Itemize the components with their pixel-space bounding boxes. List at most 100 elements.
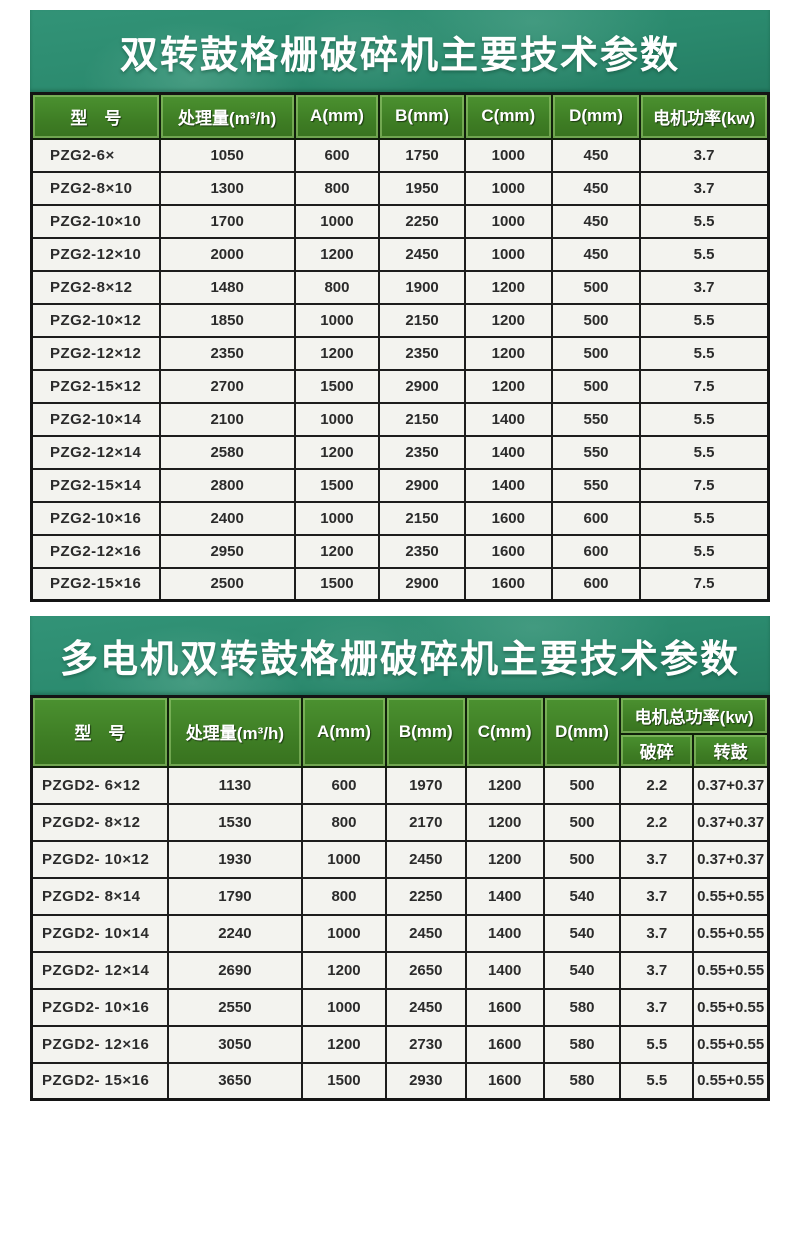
table-row: PZG2-15×14 2800 1500 2900 1400 550 7.5 [30,467,770,503]
c-cell: 1000 [463,236,553,272]
a-cell: 1200 [293,335,381,371]
table-row: PZGD2- 12×14 2690 1200 2650 1400 540 3.7… [30,950,770,990]
d-cell: 450 [550,236,642,272]
a-cell: 1000 [293,500,381,536]
c-cell: 1400 [464,950,545,990]
c-cell: 1200 [463,269,553,305]
table-row: PZGD2- 8×14 1790 800 2250 1400 540 3.7 0… [30,876,770,916]
c-cell: 1600 [464,987,545,1027]
b-cell: 2900 [378,368,466,404]
capacity-cell: 1790 [166,876,303,916]
power-cell: 5.5 [639,500,770,536]
capacity-cell: 2000 [158,236,296,272]
header-cell-c: C(mm) [464,695,545,768]
capacity-cell: 2700 [158,368,296,404]
power-cell: 5.5 [639,203,770,239]
drum-power-cell: 0.37+0.37 [692,765,770,805]
table-row: PZGD2- 8×12 1530 800 2170 1200 500 2.2 0… [30,802,770,842]
model-cell: PZGD2- 15×16 [30,1061,169,1101]
a-cell: 800 [300,802,387,842]
c-cell: 1200 [464,765,545,805]
b-cell: 2450 [384,839,467,879]
d-cell: 500 [542,802,622,842]
model-cell: PZGD2- 6×12 [30,765,169,805]
crush-power-cell: 3.7 [619,987,695,1027]
table-row: PZG2-8×10 1300 800 1950 1000 450 3.7 [30,170,770,206]
c-cell: 1600 [463,566,553,602]
capacity-cell: 2500 [158,566,296,602]
c-cell: 1400 [464,876,545,916]
model-cell: PZG2-10×16 [30,500,161,536]
a-cell: 1200 [293,533,381,569]
header-cell-model: 型 号 [30,92,161,140]
model-cell: PZGD2- 10×14 [30,913,169,953]
a-cell: 1500 [300,1061,387,1101]
a-cell: 800 [300,876,387,916]
a-cell: 1000 [293,302,381,338]
d-cell: 450 [550,170,642,206]
c-cell: 1600 [463,533,553,569]
table2-header-row-2: 破碎 转鼓 [32,732,770,768]
spec-table-pzg2: 型 号 处理量(m³/h) A(mm) B(mm) C(mm) D(mm) 电机… [30,92,770,602]
model-cell: PZGD2- 12×14 [30,950,169,990]
capacity-cell: 2350 [158,335,296,371]
b-cell: 2150 [378,500,466,536]
model-cell: PZG2-6× [30,137,161,173]
header-cell-a: A(mm) [300,695,387,768]
capacity-cell: 1530 [166,802,303,842]
d-cell: 500 [542,765,622,805]
model-cell: PZGD2- 10×12 [30,839,169,879]
a-cell: 1000 [300,839,387,879]
capacity-cell: 1930 [166,839,303,879]
b-cell: 2350 [378,335,466,371]
table-row: PZGD2- 15×16 3650 1500 2930 1600 580 5.5… [30,1061,770,1101]
b-cell: 2170 [384,802,467,842]
power-cell: 5.5 [639,434,770,470]
b-cell: 2350 [378,434,466,470]
b-cell: 2450 [384,987,467,1027]
table-row: PZG2-10×16 2400 1000 2150 1600 600 5.5 [30,500,770,536]
model-cell: PZG2-10×12 [30,302,161,338]
d-cell: 540 [542,876,622,916]
model-cell: PZGD2- 8×14 [30,876,169,916]
a-cell: 1500 [293,467,381,503]
power-cell: 7.5 [639,467,770,503]
a-cell: 1200 [300,950,387,990]
capacity-cell: 2100 [158,401,296,437]
power-cell: 5.5 [639,335,770,371]
table-row: PZGD2- 10×14 2240 1000 2450 1400 540 3.7… [30,913,770,953]
power-cell: 5.5 [639,401,770,437]
c-cell: 1400 [463,401,553,437]
power-cell: 7.5 [639,368,770,404]
a-cell: 1000 [300,913,387,953]
a-cell: 1500 [293,566,381,602]
header-cell-power: 电机功率(kw) [639,92,770,140]
header-cell-total-power: 电机总功率(kw) [619,695,770,735]
header-cell-capacity: 处理量(m³/h) [158,92,296,140]
crush-power-cell: 2.2 [619,765,695,805]
a-cell: 1500 [293,368,381,404]
a-cell: 1000 [293,401,381,437]
capacity-cell: 2400 [158,500,296,536]
model-cell: PZG2-8×12 [30,269,161,305]
power-cell: 5.5 [639,533,770,569]
table-row: PZGD2- 6×12 1130 600 1970 1200 500 2.2 0… [30,765,770,805]
table2-header-row-1: 型 号 处理量(m³/h) A(mm) B(mm) C(mm) D(mm) 电机… [30,695,770,768]
d-cell: 550 [550,467,642,503]
model-cell: PZG2-15×12 [30,368,161,404]
table1-title: 双转鼓格栅破碎机主要技术参数 [119,34,680,77]
a-cell: 800 [293,269,381,305]
header-cell-b: B(mm) [384,695,467,768]
capacity-cell: 3650 [166,1061,303,1101]
capacity-cell: 1300 [158,170,296,206]
table-row: PZG2-10×12 1850 1000 2150 1200 500 5.5 [30,302,770,338]
c-cell: 1600 [464,1061,545,1101]
c-cell: 1200 [464,802,545,842]
c-cell: 1600 [464,1024,545,1064]
d-cell: 600 [550,533,642,569]
power-cell: 3.7 [639,269,770,305]
drum-power-cell: 0.55+0.55 [692,1061,770,1101]
header-cell-c: C(mm) [463,92,553,140]
content: 双转鼓格栅破碎机主要技术参数 型 号 处理量(m³/h) A(mm) B(mm)… [30,10,770,1101]
model-cell: PZG2-15×16 [30,566,161,602]
